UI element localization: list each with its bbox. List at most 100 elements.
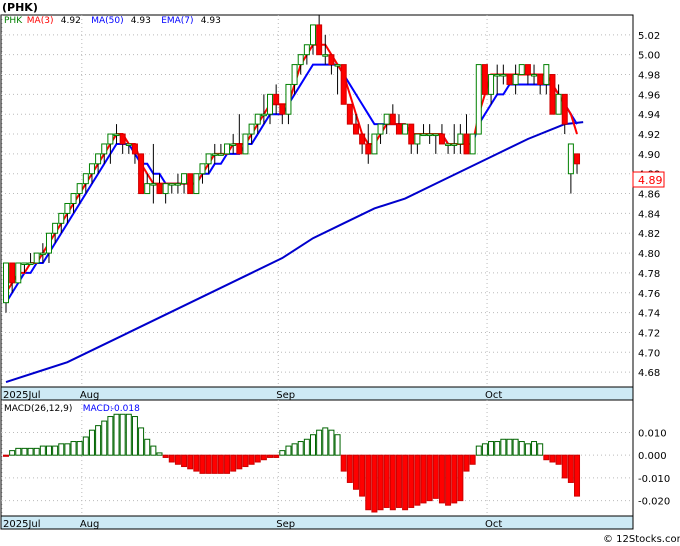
candle-body-down xyxy=(506,74,513,85)
candle-body-down xyxy=(9,262,16,284)
candle xyxy=(346,103,353,125)
price-y-tick-label: 4.70 xyxy=(638,348,660,359)
legend-label: PHK xyxy=(4,16,23,26)
candle xyxy=(95,153,102,174)
candle-body-up xyxy=(445,143,452,146)
candle-body-up xyxy=(58,212,65,224)
macd-bar-positive xyxy=(494,441,501,456)
legend-value: 4.92 xyxy=(61,16,81,26)
macd-bar-negative xyxy=(389,454,396,511)
macd-bar-positive xyxy=(27,447,34,456)
candle xyxy=(322,34,329,65)
candle xyxy=(402,123,409,135)
ma3-series-line xyxy=(5,43,578,294)
candle xyxy=(224,143,231,155)
macd-bar-positive xyxy=(524,443,531,456)
macd-y-tick-label: 0.010 xyxy=(638,428,667,439)
price-x-tick-label: Oct xyxy=(485,390,502,401)
candle xyxy=(27,253,34,265)
macd-bar-positive xyxy=(131,416,138,456)
candle-body-up xyxy=(414,133,421,145)
candle xyxy=(236,114,243,155)
macd-x-tick-label: Aug xyxy=(80,519,100,530)
candle xyxy=(52,222,59,244)
candle xyxy=(150,143,157,204)
macd-bar-negative xyxy=(408,454,415,508)
candle-body-up xyxy=(199,163,206,175)
price-x-tick-label: 2025Jul xyxy=(3,390,41,401)
macd-bar-positive xyxy=(119,413,126,456)
candle xyxy=(279,103,286,125)
candlestick-series xyxy=(3,15,581,313)
last-price-box xyxy=(632,171,665,188)
price-y-tick-label: 4.84 xyxy=(638,209,660,220)
candle-body-up xyxy=(402,123,409,135)
macd-bar-negative xyxy=(359,454,366,497)
candle-body-down xyxy=(187,173,194,195)
candle-body-up xyxy=(217,153,224,156)
candle-body-down xyxy=(273,93,280,105)
candle-body-up xyxy=(494,74,501,77)
candle xyxy=(181,173,188,194)
candle xyxy=(408,123,415,154)
macd-bar-negative xyxy=(377,454,384,511)
macd-bar-positive xyxy=(156,452,163,456)
macd-bar-negative xyxy=(193,454,200,472)
candle-body-down xyxy=(279,103,286,115)
candle xyxy=(310,24,316,55)
macd-bar-positive xyxy=(33,447,40,456)
candle xyxy=(273,84,280,115)
candle-body-down xyxy=(408,123,415,145)
candle xyxy=(230,134,237,154)
candle-body-down xyxy=(365,143,372,155)
candle-body-up xyxy=(371,133,378,155)
candle xyxy=(438,124,445,145)
macd-bar-positive xyxy=(303,438,310,456)
macd-bar-positive xyxy=(518,441,525,456)
macd-bar-negative xyxy=(445,454,452,506)
candle-body-up xyxy=(297,54,304,66)
chart-title: (PHK) xyxy=(2,1,38,14)
macd-x-tick-label: Oct xyxy=(485,519,502,530)
candle-body-up xyxy=(383,113,390,125)
candle xyxy=(76,183,83,204)
candle-body-down xyxy=(340,64,347,105)
macd-bar-positive xyxy=(21,447,28,456)
candle-body-up xyxy=(531,74,538,77)
legend-value: 4.93 xyxy=(201,16,221,26)
candle xyxy=(512,64,519,95)
macd-bar-positive xyxy=(125,413,132,456)
candle-body-up xyxy=(242,133,249,155)
candle-body-down xyxy=(524,64,531,76)
candle xyxy=(64,202,71,224)
last-price-marker: 4.89 xyxy=(632,171,665,188)
macd-x-tick-label: 2025Jul xyxy=(3,519,41,530)
candle xyxy=(242,133,249,155)
macd-bar-negative xyxy=(168,454,175,463)
candle xyxy=(88,163,95,184)
price-x-tick-label: Aug xyxy=(80,390,100,401)
macd-bar-positive xyxy=(512,438,519,456)
candle xyxy=(267,93,274,125)
macd-bar-negative xyxy=(346,454,353,483)
macd-legend-value: -0.018 xyxy=(111,404,140,414)
legend-label: MA(3) xyxy=(27,16,54,26)
candle xyxy=(125,143,132,154)
candle-body-down xyxy=(316,24,323,56)
price-x-axis: 2025Jul Aug Sep Oct xyxy=(3,390,502,401)
candle-body-up xyxy=(101,143,108,155)
macd-bar-negative xyxy=(549,454,556,463)
candle-body-down xyxy=(438,133,445,145)
candle-body-up xyxy=(82,173,89,185)
ma50-series-line xyxy=(5,121,584,383)
macd-y-tick-label: -0.010 xyxy=(638,474,670,485)
candle xyxy=(475,64,482,135)
macd-x-tick-label: Sep xyxy=(276,519,295,530)
candle-body-up xyxy=(420,133,427,137)
price-y-tick-label: 4.72 xyxy=(638,328,660,339)
candle xyxy=(574,153,581,174)
price-y-tick-label: 4.92 xyxy=(638,130,660,141)
candle xyxy=(33,252,40,264)
candle-body-up xyxy=(500,74,507,77)
candle xyxy=(168,183,175,194)
